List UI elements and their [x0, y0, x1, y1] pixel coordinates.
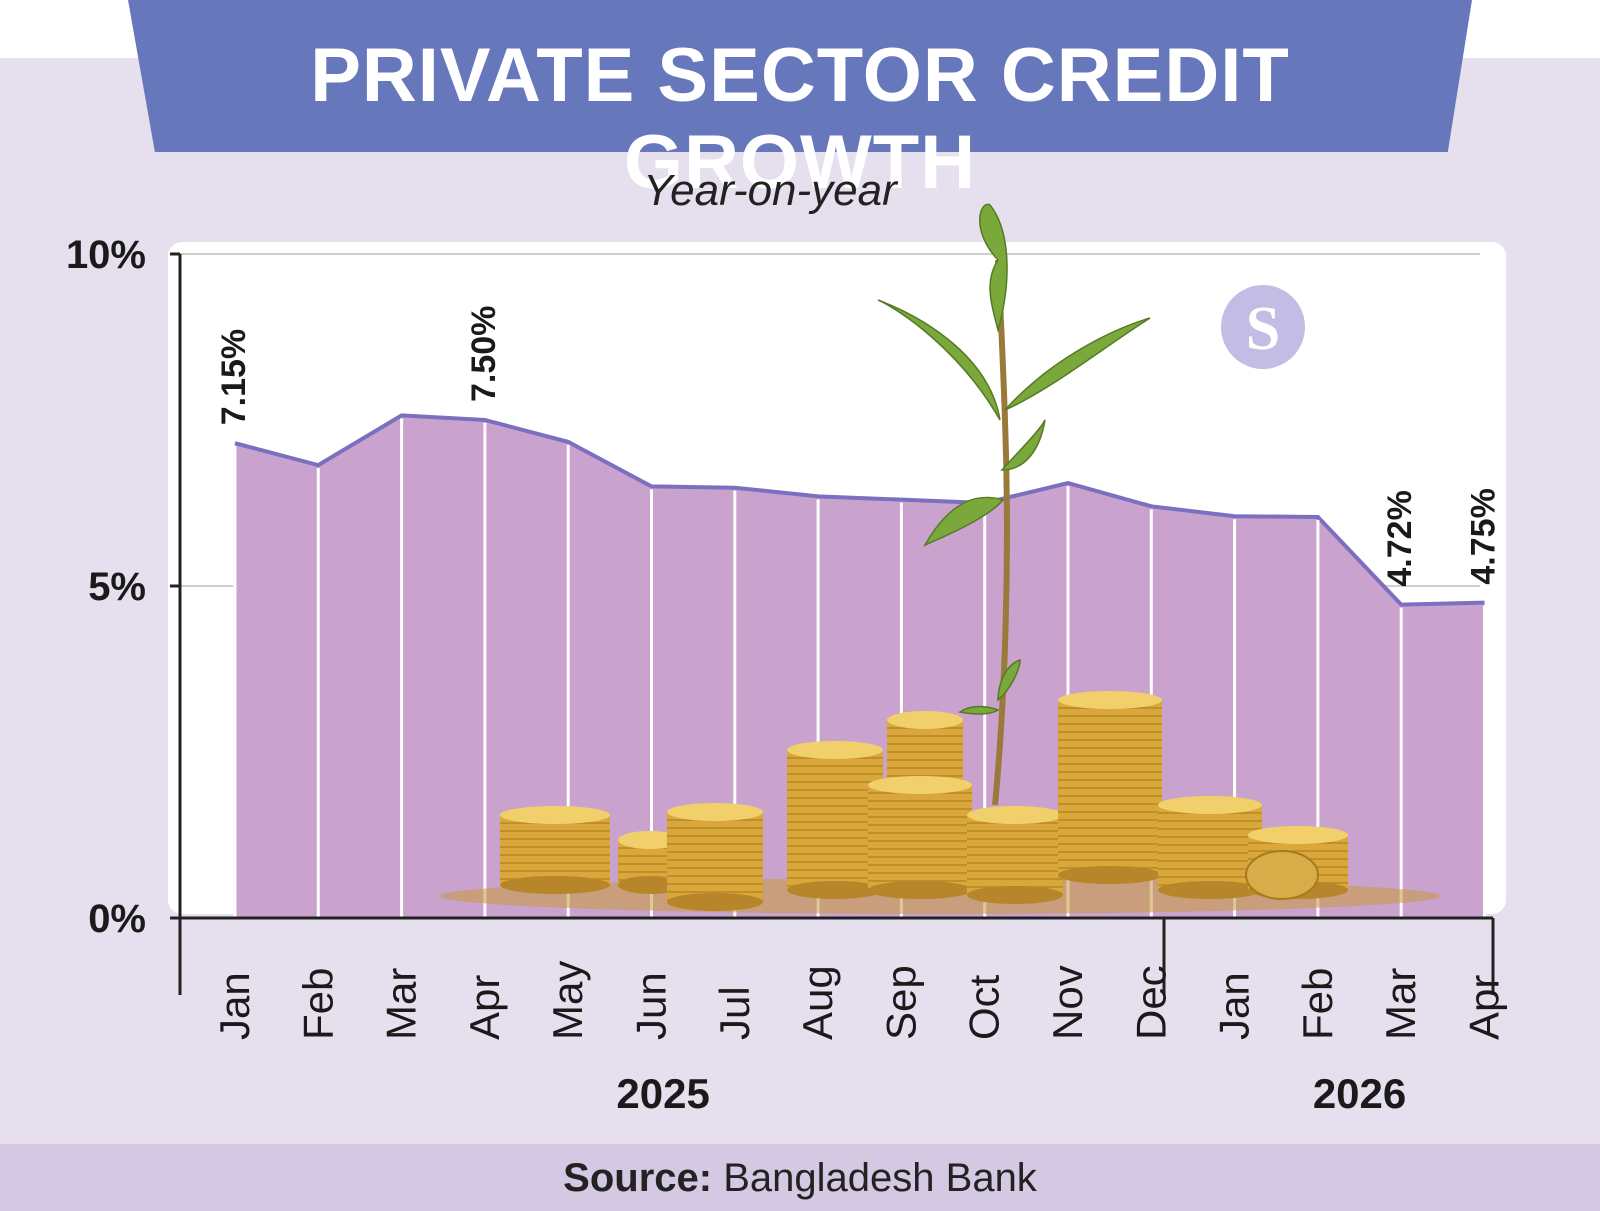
y-tick-label: 0% — [88, 897, 146, 941]
x-tick-label: Jan — [1211, 972, 1258, 1040]
coin-top — [887, 711, 963, 729]
coin-bottom — [500, 876, 610, 894]
source-line: Source: Bangladesh Bank — [0, 1156, 1600, 1201]
coin-bottom — [667, 893, 763, 911]
plant-leaf — [877, 299, 1001, 421]
data-labels: 7.15% 7.50% 4.72% 4.75% — [215, 306, 1503, 587]
source-text: Bangladesh Bank — [723, 1156, 1037, 1200]
coin-top — [500, 806, 610, 824]
coin-bottom — [868, 881, 972, 899]
plant-leaf — [1000, 419, 1046, 471]
y-tick-label: 5% — [88, 565, 146, 609]
logo-circle — [1221, 285, 1305, 369]
x-tick-labels: Jan Feb Mar Apr May Jun Jul Aug Sep Oct Nov Dec Jan F… — [211, 961, 1508, 1040]
plant-illustration — [877, 203, 1151, 806]
x-tick-label: Apr — [461, 975, 508, 1040]
logo: S — [1221, 285, 1305, 369]
x-tick-label: Mar — [378, 968, 425, 1040]
coin-top — [618, 831, 682, 849]
footer-bar — [0, 1144, 1600, 1211]
coin-top — [1158, 796, 1262, 814]
x-tick-label: Oct — [961, 974, 1008, 1040]
y-tick-label: 10% — [66, 233, 146, 277]
plant-leaf — [958, 705, 1000, 715]
coin-stack — [500, 815, 610, 885]
chart-subtitle: Year-on-year — [643, 166, 897, 215]
year-label: 2026 — [1313, 1070, 1406, 1117]
data-label: 7.15% — [215, 329, 253, 425]
x-tick-label: Feb — [1294, 968, 1341, 1040]
coin-top — [1248, 826, 1348, 844]
coin-top — [1058, 691, 1162, 709]
coin-bottom — [787, 881, 883, 899]
year-labels: 2025 2026 — [616, 1070, 1406, 1117]
series-line — [234, 413, 1485, 607]
coin-stack — [1158, 805, 1262, 890]
axes — [170, 252, 1495, 995]
coin-top — [667, 803, 763, 821]
plant-leaf — [997, 658, 1021, 702]
x-tick-label: Feb — [294, 968, 341, 1040]
x-tick-label: Aug — [794, 965, 841, 1040]
source-label: Source: — [563, 1156, 713, 1200]
plant-leaf — [1004, 317, 1151, 411]
x-tick-label: Dec — [1127, 965, 1174, 1040]
area-fill — [235, 415, 1485, 918]
year-label: 2025 — [616, 1070, 709, 1117]
coin-top — [868, 776, 972, 794]
data-label: 4.75% — [1465, 488, 1503, 584]
coin-bottom — [1058, 866, 1162, 884]
coin-top — [967, 806, 1063, 824]
chart-title: PRIVATE SECTOR CREDIT GROWTH — [310, 33, 1290, 205]
x-tick-label: Jul — [711, 986, 758, 1040]
coin-bottom — [618, 876, 682, 894]
x-tick-label: Apr — [1461, 975, 1508, 1040]
x-tick-label: Jun — [628, 972, 675, 1040]
title-banner — [128, 0, 1472, 152]
coin-top — [787, 741, 883, 759]
y-tick-labels: 0% 5% 10% — [66, 233, 146, 941]
coin-bottom — [967, 886, 1063, 904]
x-tick-label: Nov — [1044, 965, 1091, 1040]
coin-loose — [1245, 850, 1319, 900]
x-tick-label: Jan — [211, 972, 258, 1040]
x-tick-label: May — [544, 961, 591, 1040]
logo-letter: S — [1246, 295, 1280, 363]
x-tick-label: Sep — [877, 965, 924, 1040]
area-layer — [234, 413, 1485, 918]
plant-leaf — [979, 203, 1008, 333]
plant-leaf — [923, 496, 1005, 547]
coins-illustration — [440, 691, 1440, 914]
coin-bottom — [1158, 881, 1262, 899]
data-label: 7.50% — [465, 306, 503, 402]
coin-stack — [667, 812, 763, 902]
x-tick-label: Mar — [1377, 968, 1424, 1040]
data-label: 4.72% — [1381, 490, 1419, 586]
